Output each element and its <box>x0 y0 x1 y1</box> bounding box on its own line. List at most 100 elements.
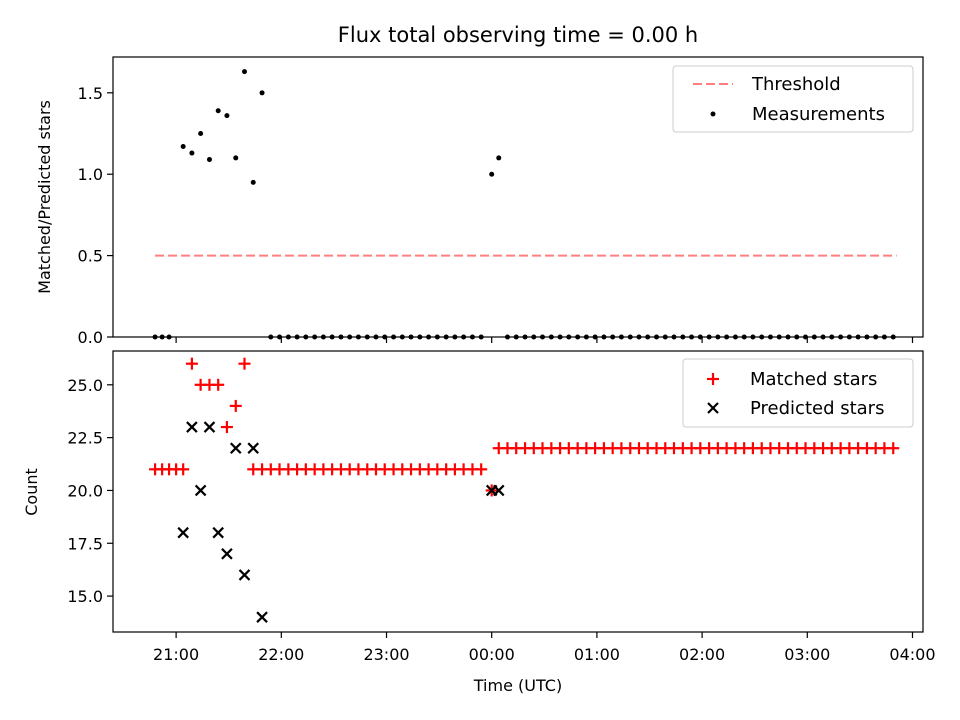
bottom-y-tick-label: 20.0 <box>67 481 103 500</box>
bottom-x-tick-label: 21:00 <box>153 645 199 664</box>
measurement-point <box>152 334 158 340</box>
measurement-point <box>189 150 195 156</box>
top-y-axis-label: Matched/Predicted stars <box>35 100 54 294</box>
measurement-point <box>159 334 165 340</box>
bottom-plot: 15.0 17.5 20.0 22.5 25.0 21:00 22:00 23:00 00:0… <box>22 350 936 695</box>
measurement-point <box>303 334 309 340</box>
legend-measurements-label: Measurements <box>752 104 885 125</box>
matched-star-point <box>177 463 190 476</box>
measurement-point <box>233 155 239 161</box>
measurement-point <box>355 334 361 340</box>
measurement-point <box>697 334 703 340</box>
top-plot: 0.0 0.5 1.0 1.5 Matched/Predicted stars Thr… <box>35 56 924 347</box>
bottom-legend-frame <box>682 358 914 428</box>
top-y-tick-label: 1.5 <box>78 84 103 103</box>
predicted-star-point <box>256 611 268 623</box>
legend-matched-swatch <box>707 373 719 385</box>
measurement-point <box>820 334 826 340</box>
measurement-point <box>811 334 817 340</box>
predicted-star-point <box>194 484 207 497</box>
measurement-point <box>785 334 791 340</box>
measurement-point <box>566 334 572 340</box>
legend-measurements-swatch <box>710 111 716 117</box>
measurement-point <box>259 90 265 96</box>
measurement-point <box>855 334 861 340</box>
measurement-point <box>408 334 414 340</box>
bottom-y-axis: 15.0 17.5 20.0 22.5 25.0 <box>67 376 113 606</box>
bottom-legend: Matched stars Predicted stars <box>682 358 914 428</box>
bottom-x-tick-label: 00:00 <box>469 645 515 664</box>
measurement-point <box>277 334 283 340</box>
measurement-point <box>592 334 598 340</box>
predicted-star-point <box>186 421 198 433</box>
measurement-point <box>846 334 852 340</box>
measurement-points <box>152 69 896 340</box>
predicted-star-point <box>492 484 505 497</box>
measurement-point <box>680 334 686 340</box>
bottom-y-tick-label: 22.5 <box>67 429 103 448</box>
measurement-point <box>829 334 835 340</box>
measurement-point <box>732 334 738 340</box>
measurement-point <box>610 334 616 340</box>
bottom-plot-frame <box>112 350 924 633</box>
measurement-point <box>864 334 870 340</box>
measurement-point <box>881 334 887 340</box>
measurement-point <box>329 334 335 340</box>
measurement-point <box>268 334 274 340</box>
matched-star-point <box>185 357 198 370</box>
measurement-point <box>654 334 660 340</box>
measurement-point <box>838 334 844 340</box>
predicted-star-point <box>221 548 233 560</box>
measurement-point <box>706 334 712 340</box>
measurement-point <box>496 155 502 161</box>
measurement-point <box>224 113 230 119</box>
measurement-point <box>522 334 528 340</box>
bottom-x-tick-label: 04:00 <box>889 645 935 664</box>
measurement-point <box>583 334 589 340</box>
bottom-x-tick-label: 22:00 <box>258 645 304 664</box>
matched-star-point <box>212 378 225 391</box>
bottom-x-tick-label: 02:00 <box>679 645 725 664</box>
measurement-point <box>873 334 879 340</box>
measurement-point <box>575 334 581 340</box>
matched-star-point <box>475 463 488 476</box>
chart-title: Flux total observing time = 0.00 h <box>338 23 698 47</box>
measurement-point <box>215 108 221 114</box>
measurement-point <box>724 334 730 340</box>
measurement-point <box>391 334 397 340</box>
matched-star-point <box>229 399 242 412</box>
measurement-point <box>312 334 318 340</box>
predicted-star-point <box>238 569 251 581</box>
measurement-point <box>320 334 326 340</box>
legend-predicted-swatch <box>707 402 719 414</box>
measurement-point <box>364 334 370 340</box>
legend-matched-label: Matched stars <box>750 369 877 390</box>
measurement-point <box>434 334 440 340</box>
measurement-point <box>627 334 633 340</box>
bottom-y-tick-label: 17.5 <box>67 534 103 553</box>
measurement-point <box>504 334 510 340</box>
measurement-point <box>206 157 212 163</box>
measurement-point <box>461 334 467 340</box>
bottom-x-axis: 21:00 22:00 23:00 00:00 01:00 02:00 03:00 04:00 <box>153 632 936 664</box>
top-legend: Threshold Measurements <box>672 65 914 133</box>
measurement-point <box>759 334 765 340</box>
bottom-x-tick-label: 23:00 <box>363 645 409 664</box>
measurement-point <box>715 334 721 340</box>
measurement-point <box>767 334 773 340</box>
predicted-star-point <box>247 442 260 454</box>
top-y-tick-label: 1.0 <box>78 165 103 184</box>
legend-threshold-label: Threshold <box>751 74 841 95</box>
measurement-point <box>802 334 808 340</box>
measurement-point <box>250 179 256 185</box>
measurement-point <box>750 334 756 340</box>
measurement-point <box>241 69 247 75</box>
measurement-point <box>338 334 344 340</box>
measurement-point <box>347 334 353 340</box>
matched-star-point <box>220 421 233 434</box>
predicted-star-point <box>177 526 189 539</box>
measurement-point <box>890 334 896 340</box>
measurement-point <box>636 334 642 340</box>
measurement-point <box>601 334 607 340</box>
measurement-point <box>741 334 747 340</box>
